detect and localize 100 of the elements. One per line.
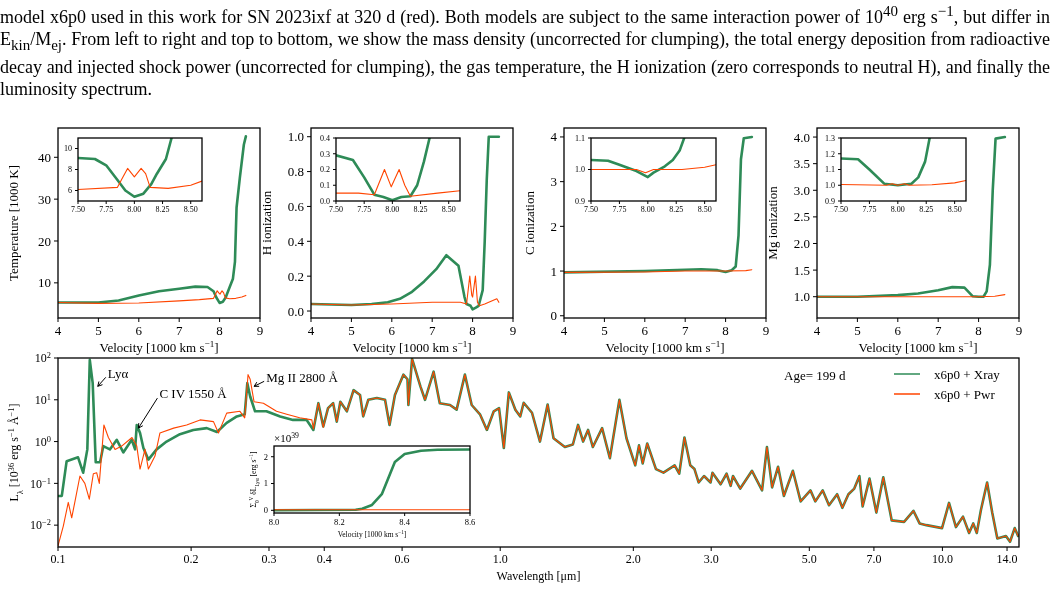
x-tick-label: 8.0 [268,516,280,527]
y-tick-label: 10$^{−1}$ [30,476,51,491]
x-tick-label: 8.50 [441,205,456,214]
y-tick-label: 0.2 [320,165,330,175]
x-tick-label: 7.50 [834,205,848,214]
y-tick-label: 20 [38,233,51,249]
x-tick-label: 7.75 [862,205,877,214]
y-tick-label: 40 [38,149,51,165]
x-tick-label: 8.00 [127,205,142,214]
x-tick-label: 8.4 [399,516,411,527]
y-axis-title: Mg ionization [765,185,780,260]
x-tick-label: 8.00 [385,205,400,214]
y-tick-label: 1.0 [575,165,585,175]
y-tick-label: 30 [38,191,51,207]
y-tick-label: 8 [68,165,72,175]
y-tick-label: 1.0 [793,289,810,305]
x-tick-label: 8 [469,323,476,338]
legend-label: x6p0 + Xray [934,366,1001,382]
x-tick-label: 1.0 [492,552,508,566]
y-tick-label: 1.0 [287,129,304,145]
y-tick-label: 2 [550,218,557,234]
x-axis-title: Velocity [1000 km s$^{−1}$] [605,339,725,355]
x-tick-label: 0.2 [183,552,199,566]
y-tick-label: 0 [550,308,557,324]
x-tick-label: 5 [601,323,608,338]
y-tick-label: 10 [38,275,51,291]
x-tick-label: 9 [256,323,264,338]
x-tick-label: 4 [813,323,821,338]
x-tick-label: 8 [216,323,223,338]
annotation: C IV 1550 Å [159,386,228,402]
y-axis-title: Temperature [1000 K] [6,164,21,282]
annotation: Age= 199 d [784,368,846,383]
x-tick-label: 7 [175,323,183,338]
x-tick-label: 7 [934,323,942,338]
x-tick-label: 14.0 [996,552,1018,566]
y-tick-label: 10 [64,144,72,154]
y-tick-label: 0.4 [320,133,330,143]
annotation: ×10$^{39}$ [274,430,300,444]
x-tick-label: 5 [348,323,355,338]
x-tick-label: 7 [428,323,436,338]
x-tick-label: 4 [54,323,62,338]
y-tick-label: 0.0 [320,196,330,206]
y-tick-label: 0.8 [287,164,304,180]
x-tick-label: 8.25 [413,205,428,214]
x-tick-label: 5.0 [801,552,817,566]
x-tick-label: 8.00 [640,205,655,214]
x-tick-label: 6 [894,323,902,338]
x-tick-label: 8.50 [947,205,962,214]
x-tick-label: 8.2 [334,516,345,527]
x-tick-label: 7.75 [99,205,114,214]
y-tick-label: 0.3 [320,149,330,159]
y-tick-label: 2 [263,451,268,462]
y-tick-label: 1 [263,478,268,489]
x-tick-label: 6 [135,323,143,338]
x-tick-label: 6 [641,323,649,338]
y-tick-label: 10$^{0}$ [34,434,51,449]
x-axis-title: Velocity [1000 km s$^{−1}$] [99,339,219,355]
y-tick-label: 4.0 [793,129,810,145]
legend-label: x6p0 + Pwr [934,386,996,402]
y-tick-label: 10$^{2}$ [34,350,51,366]
x-tick-label: 8 [975,323,982,338]
y-tick-label: 1.5 [793,262,810,278]
y-tick-label: 0.9 [575,196,585,206]
x-tick-label: 10.0 [931,552,953,566]
x-axis-title: Wavelength [μm] [496,569,581,583]
x-tick-label: 7 [681,323,689,338]
y-tick-label: 2.0 [793,236,810,252]
y-tick-label: 1.0 [825,181,835,191]
y-tick-label: 6 [68,186,72,196]
x-tick-label: 7.0 [866,552,882,566]
x-tick-label: 9 [762,323,770,338]
x-tick-label: 8.6 [464,516,476,527]
x-tick-label: 4 [307,323,315,338]
x-tick-label: 8.00 [890,205,905,214]
y-tick-label: 10$^{−2}$ [30,517,51,533]
x-tick-label: 8 [722,323,729,338]
y-tick-label: 10$^{1}$ [34,392,51,407]
x-tick-label: 8.25 [669,205,684,214]
y-tick-label: 4 [550,129,558,145]
x-axis-title: Velocity [1000 km s$^{−1}$] [352,339,472,355]
y-tick-label: 1.3 [825,133,835,143]
x-tick-label: 5 [95,323,102,338]
y-tick-label: 1.1 [575,133,585,143]
x-tick-label: 0.6 [394,552,410,566]
annotation: Mg II 2800 Å [266,369,339,385]
x-tick-label: 2.0 [625,552,641,566]
annotation: Lyα [107,365,129,381]
text: model x6p0 used in this work for SN 2023ixf at 320 d (red). Both models are subject to the same interaction power of 10$^{40}$ erg s$^{−1}$, but differ in E$_{kin}$/M$_{ej}$. From left to right and top to bottom, we show the mass density (uncorrected for clumping), the total energy deposition from radioactive decay and injected shock power (uncorrected for clumping), the gas temperature, the H ionization (zero corresponds to neutral H), and finally the luminosity spectrum. [0,3,1050,99]
y-tick-label: 2.5 [793,209,810,225]
x-tick-label: 3.0 [703,552,719,566]
y-tick-label: 1.1 [825,165,835,175]
y-tick-label: 3.0 [793,182,810,198]
x-tick-label: 8.25 [155,205,170,214]
x-tick-label: 6 [388,323,396,338]
x-tick-label: 7.75 [612,205,627,214]
y-tick-label: 1 [550,263,557,279]
y-tick-label: 0.9 [825,196,835,206]
x-tick-label: 9 [509,323,517,338]
x-tick-label: 8.25 [919,205,934,214]
x-tick-label: 7.50 [71,205,85,214]
